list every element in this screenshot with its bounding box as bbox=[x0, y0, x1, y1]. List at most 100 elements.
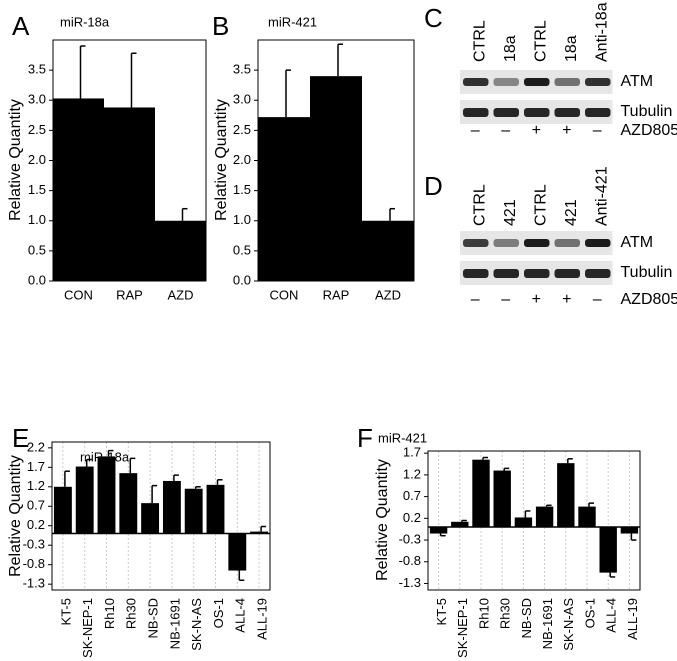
treatment-sign: + bbox=[532, 291, 541, 308]
x-tick-label: NB-1691 bbox=[540, 598, 555, 649]
error-bar bbox=[439, 533, 446, 537]
plot-frame bbox=[52, 39, 207, 282]
y-tick-label: 2.0 bbox=[233, 152, 251, 167]
error-bar bbox=[337, 43, 343, 77]
error-bar bbox=[151, 484, 158, 504]
bar bbox=[258, 117, 310, 282]
treatment-sign: + bbox=[562, 291, 571, 308]
error-bar bbox=[524, 510, 531, 518]
panel-label: A bbox=[12, 11, 30, 41]
x-tick-label: AZD bbox=[375, 287, 401, 302]
treatment-sign: – bbox=[593, 291, 602, 308]
treatment-sign: – bbox=[501, 122, 510, 139]
error-bar bbox=[107, 449, 114, 457]
bar bbox=[472, 459, 490, 528]
treatment-sign: – bbox=[593, 122, 602, 139]
error-bar bbox=[609, 572, 616, 578]
y-tick-label: 0.2 bbox=[27, 517, 45, 532]
panel-label: F bbox=[357, 423, 373, 453]
y-tick-label: 1.0 bbox=[233, 212, 251, 227]
blot-band bbox=[463, 108, 489, 117]
x-tick-label: SK-N-AS bbox=[561, 598, 576, 651]
row-label: ATM bbox=[621, 234, 654, 251]
y-axis-label: Relative Quantity bbox=[374, 459, 391, 581]
lane-label: Anti-421 bbox=[593, 166, 610, 226]
x-tick-label: OS-1 bbox=[211, 598, 226, 628]
error-bar bbox=[173, 474, 179, 481]
blot-band bbox=[524, 269, 550, 278]
y-tick-label: -0.8 bbox=[399, 553, 421, 568]
error-bar bbox=[260, 525, 267, 532]
bar bbox=[578, 506, 596, 528]
x-tick-label: OS-1 bbox=[582, 598, 597, 628]
treatment-sign: + bbox=[562, 122, 571, 139]
bar bbox=[310, 76, 362, 282]
panel-label: E bbox=[12, 423, 29, 453]
blot-band bbox=[585, 78, 611, 86]
blot-band bbox=[463, 239, 489, 247]
y-tick-label: 0.7 bbox=[403, 488, 421, 503]
y-tick-label: -0.3 bbox=[23, 537, 45, 552]
blot-band bbox=[493, 239, 519, 247]
bar bbox=[141, 503, 160, 534]
error-bar bbox=[129, 457, 136, 474]
blot-band bbox=[585, 108, 611, 117]
y-tick-label: 3.0 bbox=[28, 92, 46, 107]
lane-label: CTRL bbox=[471, 184, 488, 226]
chart-title: miR-18a bbox=[60, 14, 110, 29]
blot-band bbox=[524, 108, 550, 117]
y-tick-label: 3.5 bbox=[28, 62, 46, 77]
blot-band bbox=[463, 269, 489, 278]
error-bar bbox=[216, 479, 223, 485]
y-tick-label: 0.0 bbox=[28, 272, 46, 287]
treatment-sign: + bbox=[532, 122, 541, 139]
y-tick-label: 1.7 bbox=[27, 459, 45, 474]
bar bbox=[206, 484, 225, 534]
error-bar bbox=[567, 458, 573, 464]
blot-band bbox=[493, 269, 519, 278]
error-bar bbox=[482, 456, 488, 460]
bar bbox=[104, 107, 155, 281]
y-tick-label: 0.5 bbox=[233, 242, 251, 257]
x-tick-label: CON bbox=[270, 287, 299, 302]
x-tick-label: Rh10 bbox=[476, 598, 491, 629]
lane-label: CTRL bbox=[532, 184, 549, 226]
error-bar bbox=[79, 45, 86, 99]
treatment-sign: – bbox=[471, 122, 480, 139]
blot-band bbox=[554, 78, 580, 86]
error-bar bbox=[64, 470, 70, 487]
bar bbox=[184, 488, 203, 534]
bar bbox=[97, 456, 116, 534]
x-tick-label: SK-NEP-1 bbox=[80, 598, 95, 658]
panel-label: B bbox=[212, 11, 229, 41]
error-bar bbox=[285, 69, 291, 118]
lane-label: 421 bbox=[502, 199, 519, 226]
y-tick-label: 2.0 bbox=[28, 152, 46, 167]
bar bbox=[53, 98, 104, 281]
lane-label: CTRL bbox=[532, 20, 549, 62]
lane-label: Anti-18a bbox=[593, 2, 610, 62]
bar bbox=[119, 473, 138, 534]
y-tick-label: 1.0 bbox=[28, 212, 46, 227]
x-tick-label: NB-SD bbox=[519, 598, 534, 638]
error-bar bbox=[85, 458, 92, 467]
panel-label: D bbox=[424, 171, 443, 201]
blot-band bbox=[585, 269, 611, 278]
bar bbox=[620, 527, 639, 534]
bar bbox=[228, 533, 247, 571]
lane-label: 421 bbox=[563, 199, 580, 226]
x-tick-label: NB-SD bbox=[146, 598, 161, 638]
bar bbox=[493, 470, 511, 528]
y-tick-label: 0.0 bbox=[233, 272, 251, 287]
error-bar bbox=[238, 570, 245, 582]
y-tick-label: 1.5 bbox=[28, 182, 46, 197]
x-tick-label: RAP bbox=[116, 287, 143, 302]
blot-band bbox=[524, 78, 550, 86]
y-tick-label: -0.3 bbox=[399, 531, 421, 546]
x-tick-label: ALL-19 bbox=[255, 598, 270, 640]
treatment-sign: – bbox=[501, 291, 510, 308]
bar bbox=[557, 463, 575, 528]
x-tick-label: Rh30 bbox=[498, 598, 513, 629]
treatment-sign: – bbox=[471, 291, 480, 308]
